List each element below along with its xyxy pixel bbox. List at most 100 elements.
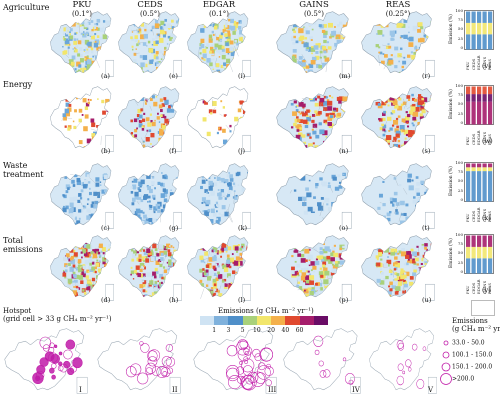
bar-tick-label: 25 [457, 187, 463, 193]
hotspot-title: Hotspot (grid cell > 33 g CH₄ m⁻² yr⁻¹) [3, 307, 112, 323]
panel-label: (l) [238, 296, 246, 304]
hotspot-legend-title: Emissions (g CH₄ m⁻² yr⁻¹) [452, 317, 500, 333]
bar-tick-label: 75 [457, 17, 463, 23]
column-header-name: REAS [385, 0, 411, 10]
panel-label: (x) [482, 214, 491, 222]
colorbar-swatch [313, 316, 329, 325]
map-waste-gains [275, 160, 353, 232]
inset-grid-icon [471, 300, 495, 316]
bar-category-label: PKU [465, 136, 470, 145]
hotspot-legend-item-label: 100.1 - 150.0 [452, 351, 493, 359]
colorbar-swatch [299, 316, 315, 325]
colorbar-swatch [285, 316, 301, 325]
colorbar-swatch [256, 316, 272, 325]
panel-label: (w) [482, 137, 493, 145]
panel-label: (b) [101, 147, 111, 155]
bar-tick-label: 100 [455, 83, 463, 88]
bar-category-label: CEDS [470, 282, 476, 294]
row-label-agriculture: Agriculture [3, 3, 50, 12]
column-header-name: EDGAR [202, 0, 236, 10]
bar-tick-label: 0 [460, 196, 463, 202]
column-header-pku: PKU (0.1°) [52, 1, 112, 19]
bar-ylabel: Emission (%) [449, 14, 454, 44]
panel-label: (n) [339, 147, 349, 155]
bar-tick-label: 25 [457, 259, 463, 265]
column-header-name: CEDS [137, 0, 163, 10]
bar-category-label: EDGAR [476, 130, 481, 145]
hotspot-legend-title-line1: Emissions [452, 317, 488, 325]
map-total-edgar [186, 232, 252, 304]
map-waste-edgar [186, 160, 252, 232]
bar-ylabel: Emission (%) [449, 238, 454, 268]
panel-label: (f) [169, 147, 177, 155]
bar-tick-label: 100 [455, 8, 463, 13]
bar-category-label: CEDS [470, 210, 476, 222]
hotspot-legend-item-label: >200.0 [452, 375, 475, 383]
column-header-resolution: (0.25°) [385, 10, 411, 18]
bar-panel-energy: 100 75 50 25 0 Emission (%) PKU CEDS EDGAR GAINS R… [449, 83, 494, 145]
panel-label: (d) [101, 296, 111, 304]
bar-category-label: EDGAR [476, 279, 481, 294]
hotspot-map-3 [192, 325, 278, 397]
bar-tick-label: 25 [457, 35, 463, 41]
hotspot-circle-icon [441, 362, 451, 372]
map-agri-reas [360, 8, 436, 80]
colorbar-tick-label: 20 [267, 327, 275, 334]
bar-tick-label: 50 [457, 26, 463, 32]
bar-tick-label: 100 [455, 160, 463, 165]
colorbar-tick-label: 10 [253, 327, 261, 334]
colorbar-swatch [200, 316, 215, 325]
row-label-energy: Energy [3, 80, 33, 89]
colorbar-tick-label: 60 [295, 327, 304, 334]
map-agri-gains [275, 8, 353, 80]
bar-category-label: EDGAR [476, 55, 481, 70]
bar-tick-label: 50 [457, 101, 463, 107]
bar-tick-label: 75 [457, 169, 463, 175]
bar-panel-agri: 100 75 50 25 0 Emission (%) PKU CEDS EDGAR GAINS R… [449, 8, 494, 70]
hotspot-panel-label: I [79, 386, 82, 394]
map-total-gains [275, 232, 353, 304]
row-label-waste: Waste treatment [3, 161, 44, 179]
column-header-resolution: (0.1°) [208, 10, 230, 18]
colorbar-tick-label: 40 [281, 327, 290, 334]
panel-label: (g) [169, 224, 179, 232]
hotspot-map-2 [96, 325, 182, 397]
hotspot-circle-icon [442, 351, 450, 359]
hotspot-legend-item: 150.1 - 200.0 [440, 361, 492, 373]
bar-ylabel: Emission (%) [449, 166, 454, 196]
column-header-edgar: EDGAR (0.1°) [189, 1, 249, 19]
hotspot-panel-label: II [172, 386, 178, 394]
column-header-name: GAINS [299, 0, 329, 10]
column-header-name: PKU [72, 0, 92, 10]
panel-label: (c) [101, 224, 110, 232]
bar-tick-label: 100 [455, 232, 463, 237]
bar-tick-label: 75 [457, 92, 463, 98]
colorbar-swatch [214, 316, 229, 325]
map-energy-reas [360, 83, 436, 155]
bar-tick-label: 75 [457, 241, 463, 247]
panel-label: (p) [339, 296, 349, 304]
map-agri-pku [49, 8, 115, 80]
panel-label: (a) [101, 72, 110, 80]
hotspot-legend-item: >200.0 [440, 373, 474, 385]
colorbar [200, 316, 329, 325]
hotspot-circle-icon [440, 373, 452, 385]
column-header-resolution: (0.5°) [303, 10, 325, 18]
bar-category-label: PKU [465, 213, 470, 222]
panel-label: (s) [422, 147, 431, 155]
bar-category-label: PKU [465, 61, 470, 70]
colorbar-tick-label: 5 [240, 327, 245, 334]
hotspot-panel-label: IV [352, 386, 360, 394]
bar-tick-label: 50 [457, 178, 463, 184]
hotspot-legend-item-label: 33.0 - 50.0 [452, 339, 485, 347]
map-energy-ceds [117, 83, 183, 155]
panel-label: (h) [169, 296, 179, 304]
row-label-total: Total emissions [3, 236, 43, 254]
hotspot-map-5 [368, 325, 438, 397]
panel-label: (t) [422, 224, 430, 232]
hotspot-map-4 [282, 325, 362, 397]
bar-panel-waste: 100 75 50 25 0 Emission (%) PKU CEDS EDGAR GAINS R… [449, 160, 494, 222]
panel-label: (v) [482, 62, 491, 70]
panel-label: (u) [422, 296, 432, 304]
hotspot-legend-item-label: 150.1 - 200.0 [452, 363, 493, 371]
